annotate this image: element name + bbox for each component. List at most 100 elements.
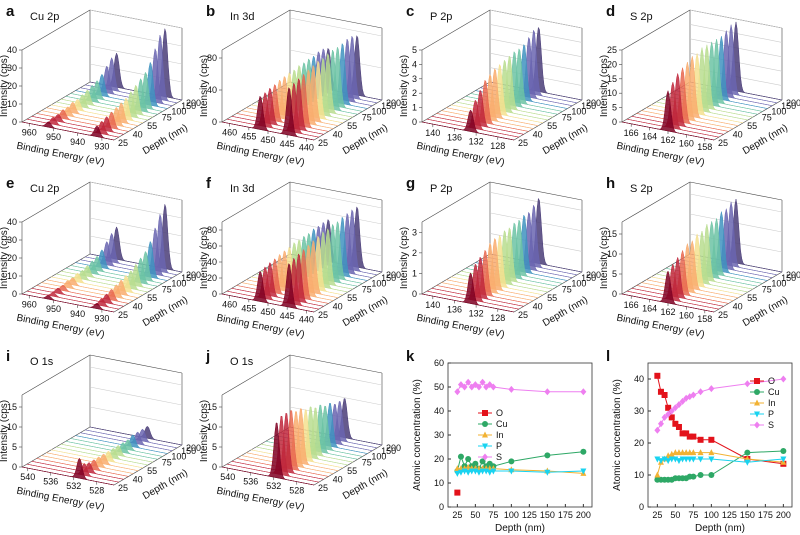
depth-tick-label: 200: [586, 98, 601, 108]
legend-marker: [482, 410, 488, 416]
marker: [661, 456, 668, 463]
marker: [690, 449, 697, 456]
marker: [679, 430, 686, 437]
panel-letter: h: [606, 175, 615, 192]
depth-tick-label: 150: [781, 273, 796, 283]
panel-title: S 2p: [630, 183, 653, 195]
x-tick-label: 450: [260, 135, 275, 145]
legend-label: S: [496, 452, 502, 462]
panel-title: O 1s: [230, 356, 254, 368]
legend-marker: [482, 443, 488, 450]
marker: [465, 456, 472, 462]
z-tick-label: 25: [607, 45, 617, 55]
marker: [665, 458, 672, 465]
z-tick-label: 30: [7, 63, 17, 73]
box-edge: [221, 9, 291, 51]
x-tick-label: 200: [776, 510, 791, 520]
marker: [708, 436, 715, 443]
grid-line: [89, 199, 183, 219]
panel-title: P 2p: [430, 183, 452, 195]
depth-tick-label: 25: [718, 138, 728, 148]
marker: [697, 456, 704, 463]
y-tick-label: 20: [634, 438, 644, 448]
depth-tick-label: 55: [747, 121, 757, 131]
box-edge: [621, 9, 691, 51]
depth-tick-label: 55: [747, 293, 757, 303]
legend-label: O: [496, 408, 503, 418]
depth-tick-label: 40: [533, 129, 543, 139]
z-tick-label: 3: [412, 227, 417, 237]
depth-tick-label: 100: [171, 452, 186, 462]
x-tick-label: 160: [679, 139, 694, 149]
marker: [465, 463, 472, 470]
panel-letter: a: [6, 3, 15, 20]
depth-tick-label: 55: [547, 293, 557, 303]
x-tick-label: 445: [280, 139, 295, 149]
marker: [708, 456, 715, 463]
x-tick-label: 164: [642, 131, 657, 141]
spectrum-slice: [226, 257, 320, 310]
depth-tick-label: 55: [147, 466, 157, 476]
marker: [544, 388, 551, 396]
x-tick-label: 175: [758, 510, 773, 520]
z-tick-label: 1: [412, 103, 417, 113]
spectrum-slice: [621, 89, 715, 141]
panel-title: Cu 2p: [30, 183, 59, 195]
x-tick-label: 540: [220, 472, 235, 482]
x-tick-label: 125: [522, 510, 537, 520]
z-tick-label: 15: [607, 74, 617, 84]
marker: [657, 458, 664, 465]
spectrum-slice: [231, 253, 325, 307]
z-tick-label: 60: [207, 241, 217, 251]
marker: [675, 401, 682, 409]
grid-line: [289, 386, 383, 406]
x-axis-label: Binding Energy (eV): [15, 141, 105, 169]
z-tick-label: 80: [207, 225, 217, 235]
marker: [690, 456, 697, 463]
depth-tick-label: 55: [347, 293, 357, 303]
legend-marker: [754, 389, 760, 395]
x-tick-label: 128: [490, 141, 505, 151]
z-tick-label: 0: [612, 117, 617, 127]
x-tick-label: 960: [22, 299, 37, 309]
x-tick-label: 536: [43, 477, 58, 487]
marker: [544, 469, 551, 476]
depth-tick-label: 75: [562, 284, 572, 294]
z-tick-label: 3: [412, 74, 417, 84]
marker: [657, 388, 664, 395]
marker: [661, 413, 668, 421]
x-tick-label: 158: [697, 314, 712, 324]
marker: [465, 469, 472, 476]
spectrum-slice: [221, 422, 315, 486]
z-tick-label: 5: [612, 103, 617, 113]
x-tick-label: 450: [260, 307, 275, 317]
z-tick-label: 80: [207, 53, 217, 63]
depth-tick-label: 100: [771, 107, 786, 117]
x-tick-label: 132: [469, 137, 484, 147]
y-tick-label: 0: [639, 502, 644, 512]
depth-tick-label: 75: [162, 112, 172, 122]
y-axis-label: Atomic concentration (%): [612, 379, 623, 491]
z-tick-label: 0: [412, 117, 417, 127]
x-tick-label: 150: [540, 510, 555, 520]
spectrum-slice: [421, 272, 515, 313]
marker: [580, 448, 587, 455]
box-edge: [689, 181, 783, 201]
x-tick-label: 166: [624, 128, 639, 138]
grid-line: [289, 189, 383, 209]
panel-title: Cu 2p: [30, 11, 59, 23]
grid-line: [289, 17, 383, 37]
box-edge: [289, 9, 383, 29]
z-tick-label: 40: [207, 257, 217, 267]
y-tick-label: 40: [634, 374, 644, 384]
z-tick-label: 15: [7, 402, 17, 412]
x-tick-label: 50: [670, 510, 680, 520]
depth-tick-label: 150: [381, 446, 396, 456]
marker: [454, 489, 461, 496]
z-tick-label: 0: [212, 289, 217, 299]
depth-tick-label: 40: [133, 474, 143, 484]
panel-title: In 3d: [230, 11, 254, 23]
depth-tick-label: 25: [118, 483, 128, 493]
x-tick-label: 140: [425, 300, 440, 310]
x-tick-label: 940: [70, 137, 85, 147]
